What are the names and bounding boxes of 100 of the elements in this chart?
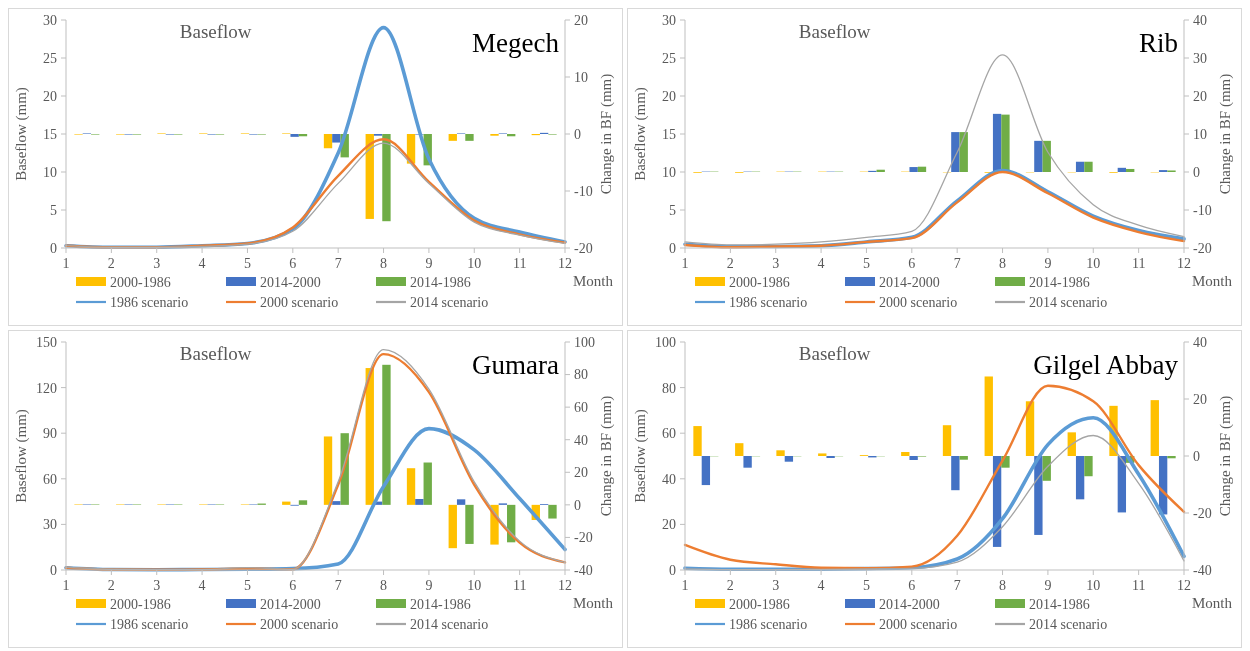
y2-tick-label: 40 bbox=[1193, 12, 1207, 28]
y-tick-label: 100 bbox=[655, 334, 676, 350]
legend-label: 2000 scenario bbox=[260, 294, 339, 310]
y2-tick-label: 0 bbox=[574, 126, 581, 142]
x-axis-title: Month bbox=[572, 595, 614, 611]
legend-label: 2014-2000 bbox=[260, 274, 321, 290]
y-tick-label: 25 bbox=[662, 50, 676, 66]
x-tick-label: 8 bbox=[999, 256, 1007, 271]
x-tick-label: 5 bbox=[862, 578, 870, 593]
x-tick-label: 1 bbox=[62, 578, 70, 593]
legend-label: 2014 scenario bbox=[1029, 616, 1108, 632]
legend-label: 2014-2000 bbox=[879, 596, 940, 612]
x-tick-label: 7 bbox=[334, 578, 342, 593]
y2-tick-label: 0 bbox=[574, 497, 581, 513]
x-tick-label: 6 bbox=[289, 256, 297, 271]
x-axis-title: Month bbox=[1191, 595, 1233, 611]
y2-tick-label: -10 bbox=[1193, 202, 1212, 218]
y-axis-title: Baseflow (mm) bbox=[13, 409, 30, 503]
legend-label: 2000-1986 bbox=[729, 274, 790, 290]
y-tick-label: 20 bbox=[662, 88, 676, 104]
legend-label: 2000-1986 bbox=[110, 596, 171, 612]
x-tick-label: 7 bbox=[953, 578, 961, 593]
y2-tick-label: 40 bbox=[1193, 334, 1207, 350]
annotation: Rib bbox=[1138, 28, 1178, 58]
y-tick-label: 90 bbox=[43, 426, 57, 442]
y-tick-label: 5 bbox=[50, 202, 57, 218]
y2-axis-title: Change in BF (mm) bbox=[598, 395, 615, 517]
x-tick-label: 11 bbox=[1131, 256, 1146, 271]
y2-tick-label: -20 bbox=[1193, 240, 1212, 256]
legend-label: 2014-1986 bbox=[1029, 274, 1090, 290]
y-tick-label: 60 bbox=[43, 471, 57, 487]
x-tick-label: 2 bbox=[726, 578, 734, 593]
y2-tick-label: 100 bbox=[574, 334, 595, 350]
y2-tick-label: 30 bbox=[1193, 50, 1207, 66]
x-tick-label: 8 bbox=[380, 256, 388, 271]
y2-tick-label: -20 bbox=[574, 530, 593, 546]
x-tick-label: 12 bbox=[558, 256, 572, 271]
x-tick-label: 9 bbox=[1044, 578, 1052, 593]
x-tick-label: 8 bbox=[380, 578, 388, 593]
x-tick-label: 6 bbox=[289, 578, 297, 593]
legend-label: 2014-2000 bbox=[879, 274, 940, 290]
legend-label: 2000-1986 bbox=[729, 596, 790, 612]
y-tick-label: 20 bbox=[43, 88, 57, 104]
y-axis-title: Baseflow (mm) bbox=[632, 87, 649, 181]
annotation: Megech bbox=[472, 28, 560, 58]
x-tick-label: 6 bbox=[908, 578, 916, 593]
x-tick-label: 12 bbox=[558, 578, 572, 593]
x-tick-label: 4 bbox=[198, 578, 206, 593]
y-tick-label: 120 bbox=[36, 380, 57, 396]
y-tick-label: 30 bbox=[43, 12, 57, 28]
x-tick-label: 10 bbox=[467, 578, 482, 593]
x-tick-label: 2 bbox=[107, 578, 115, 593]
y-tick-label: 60 bbox=[662, 426, 676, 442]
annotation: Gilgel Abbay bbox=[1033, 350, 1179, 380]
legend-label: 2000 scenario bbox=[879, 616, 958, 632]
y-tick-label: 30 bbox=[662, 12, 676, 28]
y-tick-label: 5 bbox=[669, 202, 676, 218]
legend-label: 1986 scenario bbox=[729, 294, 808, 310]
chart-title: Baseflow bbox=[798, 21, 871, 42]
legend-label: 2014 scenario bbox=[410, 616, 489, 632]
y-tick-label: 20 bbox=[662, 517, 676, 533]
x-tick-label: 3 bbox=[153, 578, 161, 593]
x-tick-label: 11 bbox=[1131, 578, 1146, 593]
legend-label: 2000 scenario bbox=[879, 294, 958, 310]
x-tick-label: 12 bbox=[1177, 256, 1191, 271]
legend-label: 1986 scenario bbox=[110, 294, 189, 310]
legend-label: 2014-1986 bbox=[410, 596, 471, 612]
x-axis-title: Month bbox=[1191, 273, 1233, 289]
x-tick-label: 4 bbox=[198, 256, 206, 271]
annotation: Gumara bbox=[472, 350, 560, 380]
x-tick-label: 1 bbox=[62, 256, 70, 271]
x-tick-label: 4 bbox=[817, 578, 825, 593]
y2-tick-label: -20 bbox=[574, 240, 593, 256]
y2-tick-label: 20 bbox=[574, 465, 588, 481]
y2-tick-label: 20 bbox=[1193, 88, 1207, 104]
y-axis-title: Baseflow (mm) bbox=[13, 87, 30, 181]
x-tick-label: 2 bbox=[726, 256, 734, 271]
y-tick-label: 15 bbox=[662, 126, 676, 142]
y2-tick-label: -40 bbox=[574, 562, 593, 578]
legend-label: 2014-1986 bbox=[1029, 596, 1090, 612]
x-tick-label: 10 bbox=[1086, 256, 1101, 271]
y-tick-label: 25 bbox=[43, 50, 57, 66]
chart-title: Baseflow bbox=[798, 343, 871, 364]
x-tick-label: 5 bbox=[243, 256, 251, 271]
y-tick-label: 0 bbox=[669, 562, 676, 578]
y2-tick-label: 0 bbox=[1193, 164, 1200, 180]
y2-tick-label: -40 bbox=[1193, 562, 1212, 578]
chart-title: Baseflow bbox=[179, 21, 252, 42]
x-tick-label: 1 bbox=[681, 256, 689, 271]
y-tick-label: 15 bbox=[43, 126, 57, 142]
y-tick-label: 0 bbox=[669, 240, 676, 256]
y2-tick-label: -20 bbox=[1193, 505, 1212, 521]
x-tick-label: 11 bbox=[512, 256, 527, 271]
y2-tick-label: 0 bbox=[1193, 448, 1200, 464]
legend-label: 2014-1986 bbox=[410, 274, 471, 290]
legend-label: 2000 scenario bbox=[260, 616, 339, 632]
y2-axis-title: Change in BF (mm) bbox=[1217, 73, 1234, 195]
legend-label: 2014-2000 bbox=[260, 596, 321, 612]
y2-tick-label: 20 bbox=[574, 12, 588, 28]
x-tick-label: 2 bbox=[107, 256, 115, 271]
